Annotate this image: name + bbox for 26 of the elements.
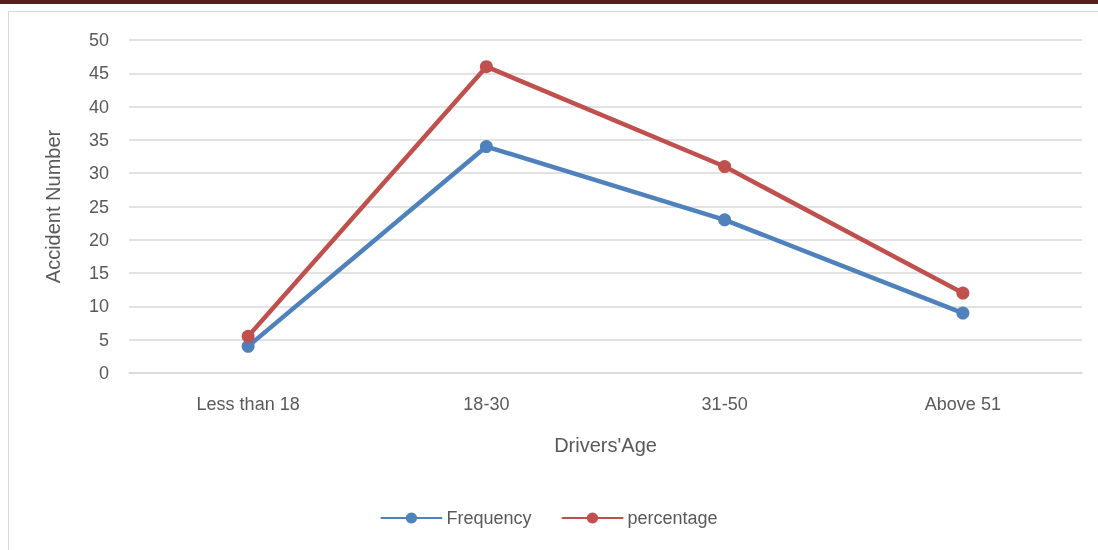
point [956,286,970,300]
x-tick-label: Less than 18 [196,394,300,414]
y-tick-label: 15 [88,263,109,284]
point [479,140,493,154]
y-tick-label: 0 [98,363,109,383]
x-tick-label: 18-30 [463,394,510,414]
legend-label: percentage [627,508,718,528]
legend-label: Frequency [446,508,532,528]
y-tick-label: 45 [88,63,109,84]
y-tick-label: 40 [88,96,109,117]
y-axis-title: Accident Number [42,129,64,284]
point [479,60,493,74]
x-axis-title: Drivers'Age [554,434,657,456]
x-tick-label: 31-50 [701,394,748,414]
y-tick-label: 25 [88,196,109,217]
x-tick-label: Above 51 [924,394,1001,414]
y-tick-label: 35 [88,129,109,150]
y-tick-label: 10 [88,296,109,317]
y-tick-label: 30 [88,163,109,184]
y-tick-label: 20 [88,229,109,250]
point [241,329,255,343]
point [718,213,732,227]
point [956,306,970,320]
point [718,160,732,174]
y-tick-label: 5 [98,329,109,350]
y-tick-label: 50 [88,30,109,50]
